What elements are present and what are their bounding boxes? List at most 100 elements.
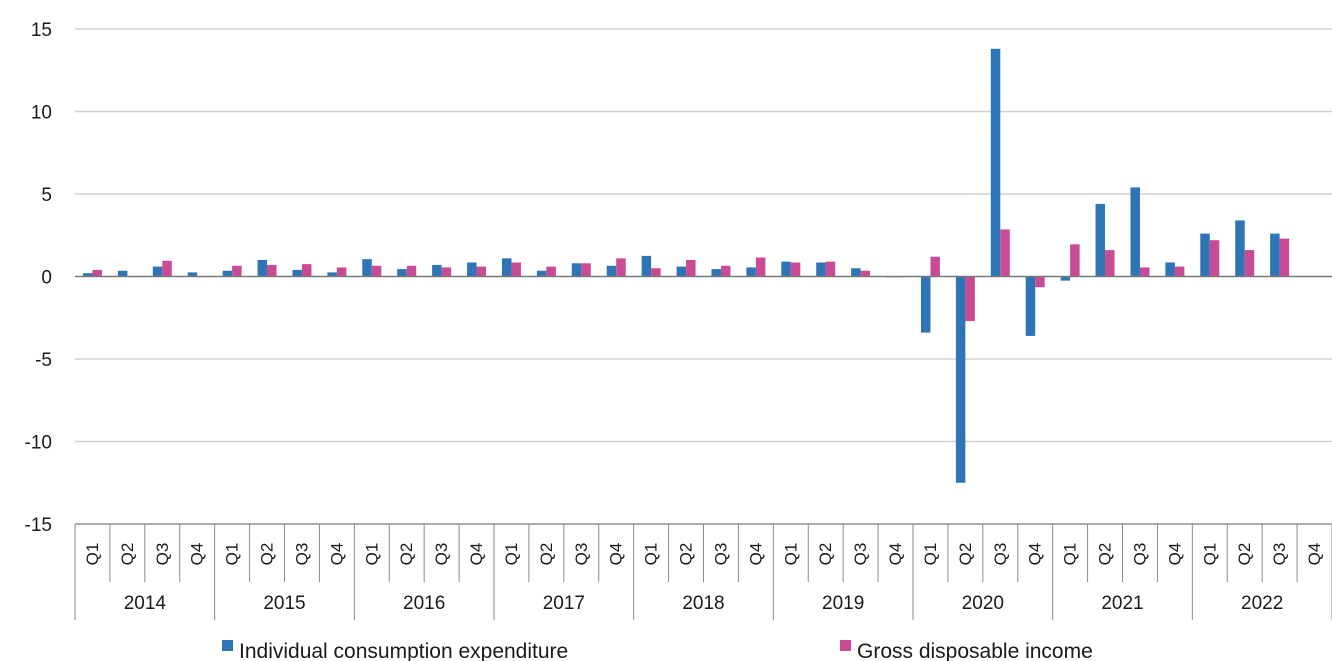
quarter-label: Q4 [746, 543, 765, 566]
bar-consumption [432, 264, 442, 277]
y-tick-label: -10 [25, 433, 52, 454]
bar-income [511, 262, 521, 277]
bar-consumption [676, 266, 687, 277]
bar-income [965, 276, 975, 322]
quarter-label: Q1 [1061, 543, 1080, 566]
bar-income [162, 260, 172, 277]
bar-consumption [1095, 203, 1106, 277]
bar-consumption [990, 48, 1001, 277]
year-label: 2016 [403, 593, 445, 614]
bar-consumption [851, 268, 861, 277]
bars [82, 48, 1290, 483]
quarter-label: Q2 [677, 543, 696, 566]
quarter-label: Q1 [1200, 543, 1219, 566]
bar-income [546, 266, 556, 277]
bar-consumption [292, 269, 302, 277]
bar-consumption [82, 273, 93, 277]
bar-consumption [257, 260, 268, 277]
bar-consumption [1270, 233, 1280, 277]
legend-label-consumption: Individual consumption expenditure [239, 640, 568, 661]
quarter-label: Q4 [1305, 543, 1324, 566]
bar-consumption [1130, 187, 1140, 277]
quarter-label: Q3 [1270, 543, 1289, 566]
bar-income [301, 264, 312, 277]
year-label: 2017 [543, 593, 585, 614]
quarter-label: Q2 [816, 543, 835, 566]
bar-income [1035, 276, 1045, 288]
quarter-label: Q3 [292, 543, 311, 566]
quarter-label: Q3 [711, 543, 730, 566]
bar-consumption [117, 270, 128, 277]
year-label: 2019 [822, 593, 864, 614]
bar-income [686, 260, 696, 277]
bar-consumption [1165, 262, 1175, 277]
y-tick-label: -5 [35, 350, 52, 371]
legend-swatch-income [840, 640, 851, 651]
y-tick-label: 15 [31, 20, 52, 41]
y-tick-label: 10 [31, 103, 52, 124]
bar-income [1139, 267, 1150, 277]
bar-consumption [1235, 220, 1245, 277]
year-label: 2021 [1101, 593, 1143, 614]
year-label: 2020 [962, 593, 1004, 614]
bar-income [581, 263, 591, 277]
bar-consumption [222, 270, 233, 277]
bar-consumption [397, 269, 407, 277]
bar-income [1279, 238, 1290, 277]
bar-income [1000, 229, 1010, 277]
quarter-label: Q1 [781, 543, 800, 566]
bar-income [1244, 250, 1255, 277]
year-label: 2022 [1241, 593, 1283, 614]
quarter-label: Q2 [397, 543, 416, 566]
bar-consumption [152, 266, 163, 277]
x-axis: Q1 Q2 Q3 Q4 Q1 Q2 Q3 Q4 Q1 Q2 Q3 Q4 Q1 Q2 Q3 Q4 Q1 Q2 Q3 Q4… [74, 523, 1332, 620]
bar-income [441, 267, 452, 277]
quarter-label: Q3 [991, 543, 1010, 566]
bar-consumption [571, 263, 582, 277]
y-axis-tick-labels: 15 10 5 0 -5 -10 -15 [25, 20, 52, 536]
quarter-label: Q4 [467, 543, 486, 566]
y-tick-label: 0 [41, 268, 52, 289]
bar-income [476, 266, 487, 277]
year-label: 2018 [682, 593, 724, 614]
quarter-label: Q1 [362, 543, 381, 566]
bar-income [651, 268, 661, 277]
legend: Individual consumption expenditure Gross… [222, 640, 1093, 661]
bar-income [1105, 250, 1115, 277]
bar-consumption [920, 276, 931, 333]
bar-consumption [641, 255, 652, 277]
bar-consumption [746, 267, 756, 277]
quarter-label: Q1 [921, 543, 940, 566]
bar-consumption [955, 276, 966, 483]
bar-income [860, 270, 871, 277]
bar-income [406, 265, 417, 277]
quarter-label: Q2 [956, 543, 975, 566]
quarter-label: Q4 [886, 543, 905, 566]
quarter-label: Q1 [83, 543, 102, 566]
bar-consumption [781, 261, 791, 277]
bar-consumption [187, 272, 198, 277]
quarter-label: Q2 [537, 543, 556, 566]
bar-income [92, 269, 102, 277]
y-tick-label: 5 [41, 185, 52, 206]
bar-income [1070, 244, 1080, 277]
quarter-label: Q3 [432, 543, 451, 566]
bar-income [616, 258, 626, 277]
quarter-label: Q2 [258, 543, 277, 566]
quarter-label: Q1 [642, 543, 661, 566]
quarter-label: Q3 [1130, 543, 1149, 566]
bar-income [232, 265, 242, 277]
bar-income [790, 262, 801, 277]
year-label: 2014 [124, 593, 167, 614]
quarter-label: Q1 [502, 543, 521, 566]
year-label: 2015 [263, 593, 305, 614]
bar-consumption [501, 258, 512, 277]
bar-income [825, 261, 836, 277]
bar-income [755, 257, 766, 277]
quarter-label: Q1 [223, 543, 242, 566]
bar-consumption [1025, 276, 1036, 336]
bar-consumption [327, 272, 337, 277]
bar-income [930, 256, 940, 277]
bar-income [371, 265, 382, 277]
